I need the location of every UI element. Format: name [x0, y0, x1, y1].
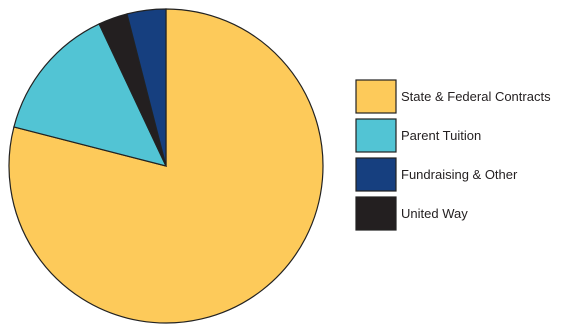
legend-label: Fundraising & Other	[401, 167, 518, 182]
pie-slice-parent-tuition	[13, 23, 168, 167]
pie-slice-fundraising-other	[126, 8, 167, 167]
legend-swatch	[355, 196, 397, 231]
legend-item-fundraising-other: Fundraising & Other	[355, 157, 518, 192]
legend-swatch	[355, 79, 397, 114]
legend-item-parent-tuition: Parent Tuition	[355, 118, 481, 153]
legend-item-state-federal-contracts: State & Federal Contracts	[355, 79, 551, 114]
legend-label: State & Federal Contracts	[401, 89, 551, 104]
legend-item-united-way: United Way	[355, 196, 468, 231]
legend-label: United Way	[401, 206, 468, 221]
legend-label: Parent Tuition	[401, 128, 481, 143]
pie-slices	[8, 8, 324, 324]
chart-legend: State & Federal Contracts Parent Tuition F…	[355, 79, 551, 231]
legend-swatch	[355, 118, 397, 153]
pie-slice-state-federal-contracts	[8, 8, 324, 324]
legend-swatch	[355, 157, 397, 192]
